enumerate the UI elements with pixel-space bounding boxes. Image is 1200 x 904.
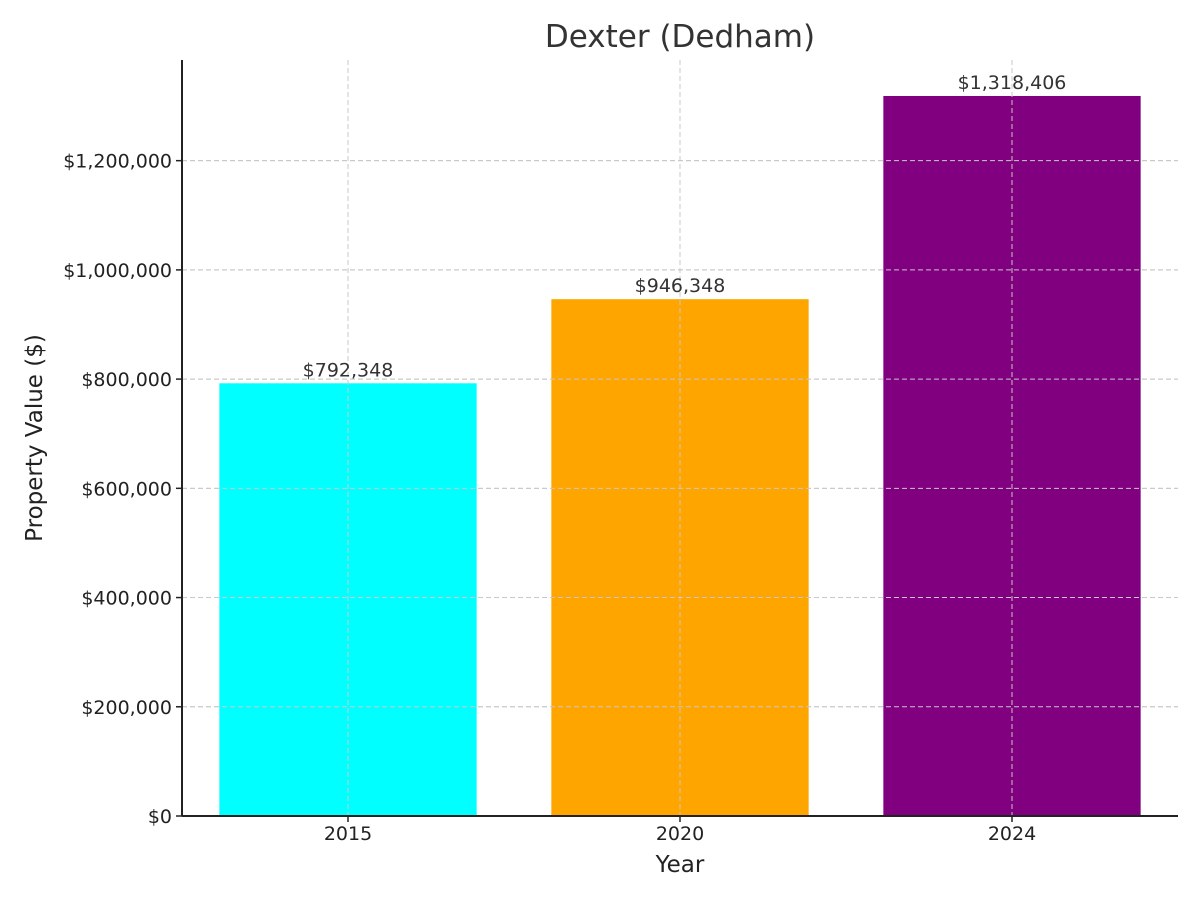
x-axis-label: Year (655, 852, 705, 878)
y-tick-label: $1,000,000 (63, 260, 172, 282)
y-axis-label: Property Value ($) (22, 334, 48, 542)
data-label: $946,348 (635, 275, 726, 297)
y-tick-label: $400,000 (81, 588, 172, 610)
data-label: $1,318,406 (958, 72, 1067, 94)
y-tick-label: $0 (148, 806, 172, 828)
chart-title: Dexter (Dedham) (545, 19, 815, 55)
y-tick-label: $800,000 (81, 369, 172, 391)
y-tick-label: $1,200,000 (63, 151, 172, 173)
y-tick-label: $200,000 (81, 697, 172, 719)
x-tick-label: 2020 (656, 823, 704, 845)
label-layer: $0 $200,000 $400,000 $600,000 $800,000 $1,000… (63, 72, 1066, 845)
axis-layer (176, 60, 1178, 822)
grid-overlay (182, 60, 1178, 816)
x-tick-label: 2024 (988, 823, 1036, 845)
data-label: $792,348 (303, 359, 394, 381)
x-tick-label: 2015 (324, 823, 372, 845)
y-tick-label: $600,000 (81, 478, 172, 500)
